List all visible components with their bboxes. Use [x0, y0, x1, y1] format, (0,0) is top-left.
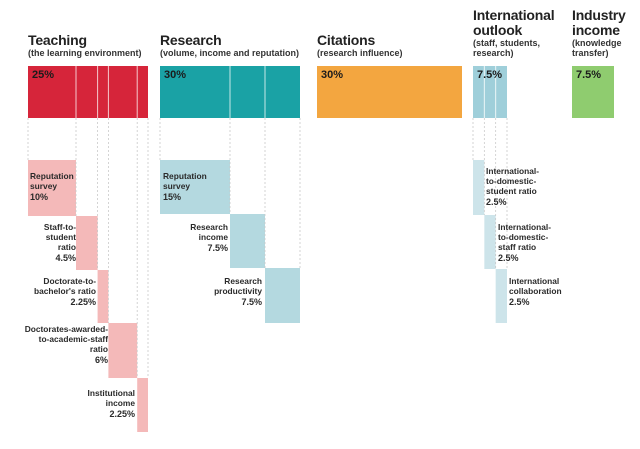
teaching-sub-label-line: Doctorate-to-	[43, 276, 96, 286]
research-sub-bar	[265, 268, 300, 323]
pillar-subtitle-industry: (knowledge transfer)	[572, 38, 640, 58]
pillar-title-citations: Citations	[317, 33, 467, 48]
teaching-sub-bar	[76, 216, 98, 270]
international-sub-label-line: to-domestic-	[498, 232, 549, 242]
teaching-sub-bar	[28, 160, 76, 216]
international-sub-label-line: student ratio	[486, 186, 537, 196]
pillar-title-research: Research	[160, 33, 310, 48]
pillar-weight-teaching: 25%	[32, 69, 55, 81]
teaching-sub-bar	[137, 378, 148, 432]
international-sub-value: 2.5%	[498, 253, 519, 263]
teaching-sub-label-line: survey	[30, 181, 58, 191]
research-sub-label-line: Research	[190, 222, 228, 232]
teaching-sub-label-line: ratio	[57, 242, 76, 252]
research-sub-label-line: income	[198, 232, 228, 242]
international-sub-label-line: collaboration	[509, 286, 562, 296]
pillar-subtitle-line: (research influence)	[317, 48, 403, 58]
pillar-weight-research: 30%	[164, 69, 187, 81]
pillar-header-teaching: Teaching (the learning environment)	[28, 33, 178, 59]
research-sub-value: 7.5%	[207, 243, 228, 253]
pillar-title-line: Research	[160, 32, 222, 48]
pillar-title-line: Citations	[317, 32, 376, 48]
teaching-sub-label-line: bachelor's ratio	[33, 286, 96, 296]
teaching-sub-value: 4.5%	[55, 253, 76, 263]
pillar-bar-citations	[317, 66, 462, 118]
pillar-weight-international: 7.5%	[477, 69, 503, 81]
pillar-title-line: outlook	[473, 22, 523, 38]
pillar-title-line: Teaching	[28, 32, 87, 48]
pillar-subtitle-international: (staff, students, research)	[473, 38, 565, 58]
pillar-subtitle-line: (volume, income and reputation)	[160, 48, 300, 58]
teaching-sub-value: 2.25%	[109, 409, 135, 419]
teaching-sub-value: 6%	[94, 355, 108, 365]
research-sub-bar	[160, 160, 230, 214]
research-sub-label-line: productivity	[214, 286, 262, 296]
international-sub-label-line: to-domestic-	[486, 176, 537, 186]
international-sub-label: International-to-domestic-student ratio 2…	[486, 166, 566, 207]
research-sub-value: 7.5%	[241, 297, 262, 307]
teaching-sub-label: Institutional income 2.25%	[40, 388, 135, 419]
international-sub-bar	[484, 215, 496, 269]
pillar-header-citations: Citations (research influence)	[317, 33, 467, 59]
international-sub-label: International-to-domestic-staff ratio 2.5…	[498, 222, 578, 263]
international-sub-bar	[473, 160, 485, 215]
pillar-bar-international	[473, 66, 507, 118]
teaching-sub-label: Staff-to-student ratio 4.5%	[24, 222, 76, 263]
research-sub-label: Reputation survey 15%	[163, 171, 233, 202]
teaching-sub-label: Reputation survey 10%	[30, 171, 90, 202]
teaching-sub-label: Doctorates-awarded-to-academic-staff rati…	[4, 324, 108, 365]
research-sub-label: Research productivity 7.5%	[190, 276, 262, 307]
teaching-sub-bar	[108, 323, 138, 378]
teaching-sub-label-line: ratio	[89, 344, 108, 354]
teaching-sub-label-line: Institutional	[87, 388, 135, 398]
international-sub-value: 2.5%	[486, 197, 507, 207]
teaching-sub-label-line: income	[105, 398, 135, 408]
pillar-header-industry: Industry income (knowledge transfer)	[572, 8, 640, 59]
international-sub-bar	[495, 269, 507, 323]
pillar-subtitle-line: (staff, students,	[473, 38, 541, 48]
research-sub-value: 15%	[163, 192, 182, 202]
teaching-sub-label-line: Doctorates-awarded-	[24, 324, 108, 334]
teaching-sub-label-line: student	[45, 232, 76, 242]
international-sub-value: 2.5%	[509, 297, 530, 307]
teaching-sub-label-line: Staff-to-	[43, 222, 76, 232]
pillar-title-teaching: Teaching	[28, 33, 178, 48]
pillar-title-industry: Industry income	[572, 8, 640, 38]
pillar-subtitle-teaching: (the learning environment)	[28, 48, 178, 58]
international-sub-label-line: staff ratio	[498, 242, 537, 252]
pillar-title-line: income	[572, 22, 620, 38]
teaching-sub-bar	[97, 270, 109, 323]
pillar-subtitle-research: (volume, income and reputation)	[160, 48, 310, 58]
research-sub-label-line: Research	[224, 276, 262, 286]
pillar-weight-industry: 7.5%	[576, 69, 602, 81]
teaching-sub-label-line: Reputation	[30, 171, 74, 181]
teaching-sub-label: Doctorate-to-bachelor's ratio 2.25%	[8, 276, 96, 307]
international-sub-label-line: International-	[486, 166, 540, 176]
international-sub-label: International collaboration 2.5%	[509, 276, 589, 307]
international-sub-label-line: International-	[498, 222, 552, 232]
pillar-title-line: Industry	[572, 7, 626, 23]
pillar-subtitle-line: (knowledge	[572, 38, 622, 48]
pillar-header-research: Research (volume, income and reputation)	[160, 33, 310, 59]
pillar-header-international: International outlook (staff, students, res…	[473, 8, 565, 59]
research-sub-label: Research income 7.5%	[168, 222, 228, 253]
pillar-subtitle-line: (the learning environment)	[28, 48, 142, 58]
pillar-subtitle-line: transfer)	[572, 48, 609, 58]
pillar-title-international: International outlook	[473, 8, 565, 38]
teaching-sub-label-line: to-academic-staff	[38, 334, 108, 344]
international-sub-label-line: International	[509, 276, 560, 286]
research-sub-label-line: survey	[163, 181, 191, 191]
pillar-bar-teaching	[28, 66, 148, 118]
pillar-title-line: International	[473, 7, 555, 23]
pillar-weight-citations: 30%	[321, 69, 344, 81]
pillar-subtitle-line: research)	[473, 48, 514, 58]
pillar-subtitle-citations: (research influence)	[317, 48, 467, 58]
research-sub-label-line: Reputation	[163, 171, 207, 181]
pillar-bar-industry	[572, 66, 614, 118]
teaching-sub-value: 2.25%	[70, 297, 96, 307]
teaching-sub-value: 10%	[30, 192, 49, 202]
research-sub-bar	[230, 214, 265, 268]
